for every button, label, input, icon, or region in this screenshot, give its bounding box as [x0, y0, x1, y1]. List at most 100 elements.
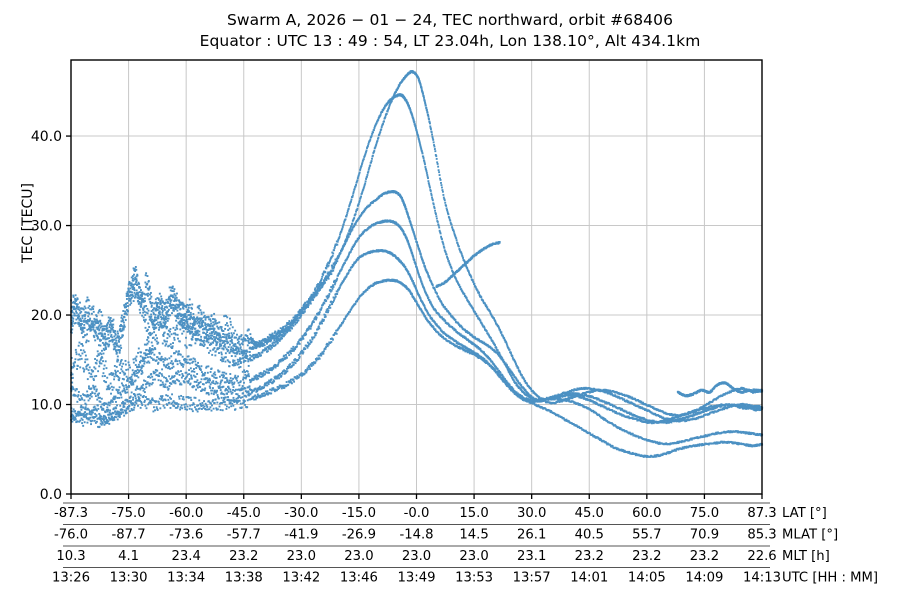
data-point	[427, 275, 430, 277]
data-point	[272, 337, 275, 340]
data-point	[357, 203, 360, 206]
data-point	[218, 332, 221, 335]
data-point	[131, 373, 134, 376]
data-point	[414, 238, 417, 240]
data-point	[167, 345, 170, 348]
data-point	[194, 342, 197, 345]
data-point	[204, 336, 207, 339]
data-point	[186, 328, 189, 331]
data-point	[515, 363, 517, 365]
data-point	[184, 344, 187, 347]
data-point	[420, 87, 423, 90]
data-point	[361, 192, 363, 195]
data-point	[364, 153, 367, 156]
data-point	[91, 306, 94, 309]
data-point	[591, 400, 594, 403]
data-point	[198, 304, 201, 307]
data-point	[203, 314, 206, 317]
data-point	[460, 288, 463, 291]
data-point	[496, 349, 499, 352]
data-point	[205, 316, 208, 319]
data-point	[102, 329, 105, 331]
data-point	[233, 362, 236, 365]
data-point	[86, 358, 89, 361]
data-point	[88, 320, 90, 323]
data-point	[283, 333, 286, 336]
data-point	[567, 396, 570, 399]
data-point	[366, 147, 368, 150]
data-point	[249, 341, 252, 344]
data-point	[173, 338, 176, 341]
data-point	[118, 377, 121, 380]
data-point	[523, 378, 526, 381]
data-point	[104, 360, 107, 363]
data-point	[94, 318, 97, 321]
data-point	[118, 340, 120, 343]
data-point	[198, 333, 201, 336]
data-point	[424, 104, 427, 107]
data-point	[87, 306, 90, 309]
data-point	[183, 323, 186, 326]
data-point	[148, 315, 151, 318]
data-point	[407, 214, 410, 217]
data-point	[655, 408, 658, 410]
data-point	[614, 394, 617, 397]
data-point	[157, 341, 160, 344]
data-point	[100, 325, 103, 328]
data-point	[112, 318, 115, 321]
data-point	[179, 328, 182, 331]
data-point	[234, 348, 237, 351]
data-point	[71, 376, 74, 379]
data-point	[128, 364, 131, 367]
data-point	[440, 235, 442, 238]
data-point	[118, 338, 121, 341]
data-point	[228, 327, 231, 330]
data-point	[324, 281, 326, 284]
data-point	[419, 83, 422, 86]
data-point	[127, 361, 130, 364]
data-point	[113, 331, 116, 333]
data-point	[435, 217, 438, 220]
data-point	[127, 283, 130, 286]
data-point	[136, 293, 139, 296]
data-point	[219, 359, 222, 361]
data-point	[104, 347, 107, 350]
data-point	[723, 408, 726, 411]
data-point	[590, 387, 593, 390]
data-point	[292, 324, 295, 327]
data-point	[351, 228, 354, 231]
data-point	[129, 303, 132, 306]
data-point	[341, 247, 344, 250]
data-point	[441, 238, 443, 241]
data-point	[189, 344, 192, 347]
data-point	[320, 286, 323, 289]
data-point	[152, 312, 155, 315]
data-point	[435, 155, 438, 158]
data-point	[350, 229, 353, 232]
data-point	[501, 334, 504, 337]
data-point	[103, 375, 106, 378]
data-point	[72, 300, 75, 303]
data-point	[274, 330, 277, 333]
data-point	[162, 315, 165, 317]
data-point	[174, 304, 176, 307]
data-point	[137, 295, 140, 297]
data-point	[606, 391, 609, 394]
data-point	[729, 391, 732, 394]
data-point	[81, 352, 84, 355]
data-point	[172, 332, 175, 335]
data-point	[177, 315, 180, 318]
data-point	[255, 346, 258, 349]
data-point	[411, 228, 414, 231]
data-point	[421, 152, 424, 155]
data-point	[322, 273, 325, 276]
data-point	[427, 182, 430, 185]
data-point	[472, 307, 475, 310]
data-point	[384, 115, 387, 118]
data-point	[419, 145, 422, 148]
data-point	[70, 356, 73, 359]
data-point	[489, 312, 492, 315]
data-point	[376, 140, 378, 143]
data-point	[209, 324, 212, 327]
data-point	[185, 305, 188, 307]
